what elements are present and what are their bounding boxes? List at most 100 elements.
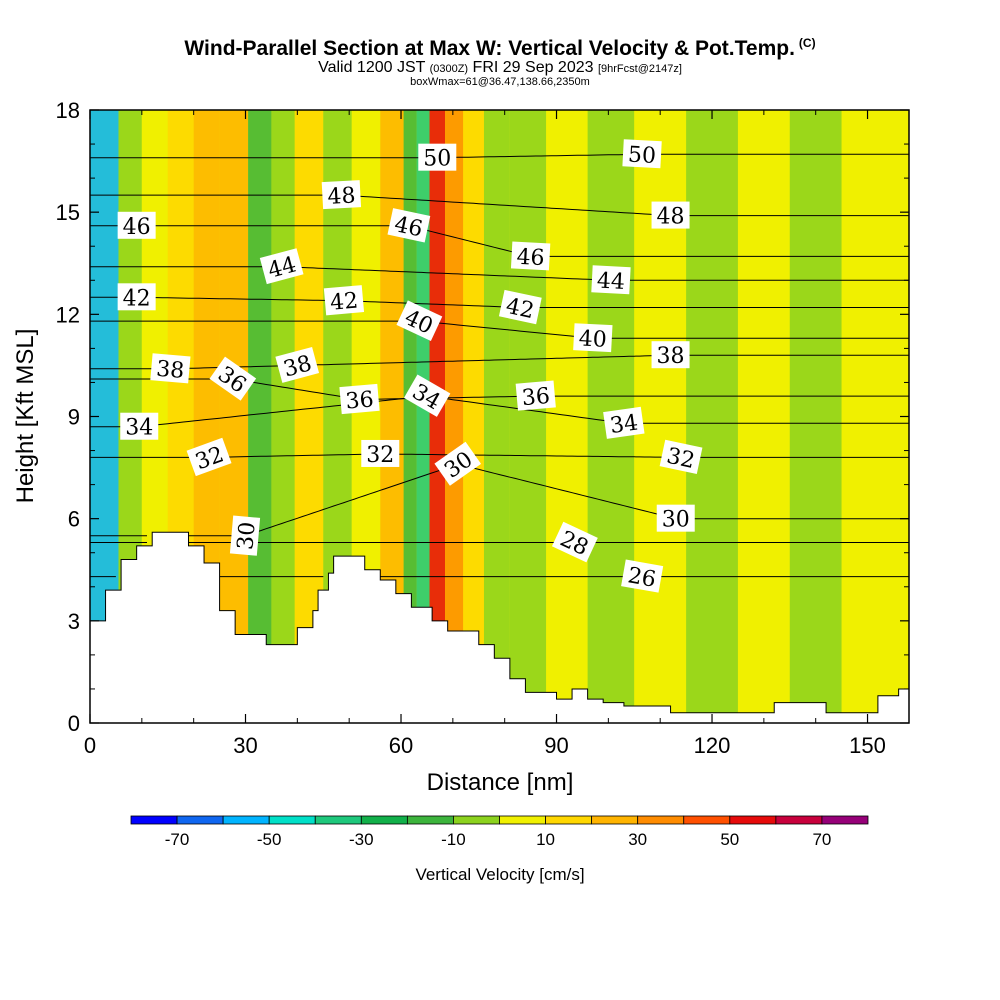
- colorbar-tick-label: 50: [720, 830, 739, 849]
- colorbar-swatch: [775, 815, 823, 825]
- theta-label-text: 38: [657, 344, 685, 369]
- chart-title: Wind-Parallel Section at Max W: Vertical…: [184, 36, 816, 60]
- theta-label-box: [361, 439, 400, 467]
- colorbar-swatch: [545, 815, 593, 825]
- y-tick-label: 18: [56, 98, 80, 123]
- theta-label-48: 48: [321, 180, 362, 210]
- theta-label-box: [275, 346, 320, 383]
- theta-label-box: [403, 374, 451, 417]
- y-tick-label: 6: [68, 507, 80, 532]
- colorbar-swatch: [453, 815, 500, 825]
- colorbar-swatch: [591, 815, 639, 825]
- theta-contour-48: [90, 194, 909, 217]
- theta-label-box: [229, 515, 261, 556]
- colorbar-swatch: [314, 815, 362, 825]
- chart-subtitle-box-wmax: boxWmax=61@36.47,138.66,2350m: [410, 76, 590, 88]
- chart-subtitle: Valid 1200 JST (0300Z) FRI 29 Sep 2023 […: [318, 59, 682, 76]
- theta-label-36: 36: [339, 383, 380, 415]
- theta-label-46: 46: [117, 211, 156, 240]
- theta-label-text: 44: [596, 269, 625, 295]
- theta-label-42: 42: [323, 285, 365, 316]
- theta-label-42: 42: [498, 289, 542, 325]
- theta-label-box: [117, 211, 156, 239]
- theta-label-box: [551, 521, 598, 563]
- theta-label-text: 30: [233, 521, 260, 551]
- theta-label-text: 26: [626, 563, 658, 592]
- x-tick-label: 30: [233, 733, 257, 758]
- colorbar-tick-label: -30: [349, 830, 374, 849]
- theta-label-38: 38: [651, 341, 690, 369]
- terrain-mask: [90, 531, 909, 723]
- theta-label-box: [510, 241, 551, 271]
- y-tick-label: 0: [68, 711, 80, 736]
- theta-label-40: 40: [573, 323, 613, 353]
- colorbar-swatch: [360, 815, 408, 825]
- velocity-band: [248, 110, 272, 723]
- velocity-band: [416, 110, 430, 723]
- colorbar-tick-label: -70: [165, 830, 190, 849]
- theta-contour-40: [90, 320, 909, 339]
- theta-label-box: [621, 559, 664, 593]
- theta-label-box: [434, 441, 482, 486]
- theta-label-50: 50: [622, 139, 662, 169]
- theta-label-36: 36: [515, 380, 556, 411]
- colorbar-swatch: [821, 815, 869, 825]
- x-tick-label: 150: [849, 733, 886, 758]
- theta-label-text: 50: [423, 147, 451, 172]
- theta-label-box: [515, 380, 556, 411]
- colorbar-swatch: [499, 815, 546, 825]
- theta-label-box: [120, 412, 159, 440]
- theta-label-box: [656, 504, 695, 532]
- theta-label-text: 42: [504, 294, 537, 324]
- colorbar-swatch: [130, 815, 178, 825]
- theta-label-30: 30: [656, 504, 695, 533]
- theta-label-50: 50: [418, 143, 457, 172]
- theta-contour-30: [90, 463, 909, 537]
- colorbar-swatch: [637, 815, 685, 825]
- theta-label-48: 48: [651, 201, 690, 230]
- theta-label-box: [323, 285, 365, 316]
- colorbar-tick-label: 10: [536, 830, 555, 849]
- velocity-band: [509, 110, 547, 723]
- theta-label-text: 36: [345, 387, 375, 414]
- colorbar-label: Vertical Velocity [cm/s]: [415, 865, 584, 884]
- x-tick-label: 60: [389, 733, 413, 758]
- theta-contour-44: [90, 266, 909, 281]
- velocity-band: [271, 110, 295, 723]
- theta-label-text: 30: [662, 508, 690, 533]
- theta-label-46: 46: [510, 241, 551, 271]
- theta-label-text: 46: [516, 245, 545, 271]
- theta-label-46: 46: [387, 208, 431, 243]
- velocity-band: [546, 110, 588, 723]
- theta-label-text: 46: [123, 215, 151, 240]
- theta-label-box: [186, 437, 232, 477]
- theta-label-text: 32: [366, 443, 394, 468]
- theta-label-text: 42: [123, 286, 151, 311]
- velocity-band: [463, 110, 484, 723]
- theta-label-box: [396, 300, 443, 341]
- velocity-band: [686, 110, 738, 723]
- theta-label-38: 38: [275, 346, 320, 383]
- theta-contour-50: [90, 153, 909, 159]
- theta-label-box: [603, 406, 645, 439]
- y-tick-label: 15: [56, 200, 80, 225]
- theta-label-text: 36: [521, 384, 551, 411]
- theta-label-box: [339, 383, 380, 415]
- colorbar-tick-label: -10: [441, 830, 466, 849]
- theta-label-box: [573, 323, 613, 353]
- y-axis-label: Height [Kft MSL]: [12, 329, 39, 504]
- theta-label-box: [418, 143, 457, 171]
- colorbar-swatch: [176, 815, 224, 825]
- theta-label-box: [591, 265, 631, 295]
- theta-label-text: 34: [125, 416, 153, 441]
- theta-label-38: 38: [150, 353, 191, 384]
- theta-label-text: 50: [627, 143, 656, 169]
- theta-label-box: [259, 248, 304, 285]
- theta-label-box: [387, 208, 431, 243]
- colorbar-tick-label: -50: [257, 830, 282, 849]
- theta-label-32: 32: [659, 439, 703, 475]
- theta-label-box: [209, 356, 257, 401]
- velocity-band: [789, 110, 842, 723]
- theta-label-text: 42: [329, 289, 359, 316]
- theta-label-text: 48: [657, 205, 685, 230]
